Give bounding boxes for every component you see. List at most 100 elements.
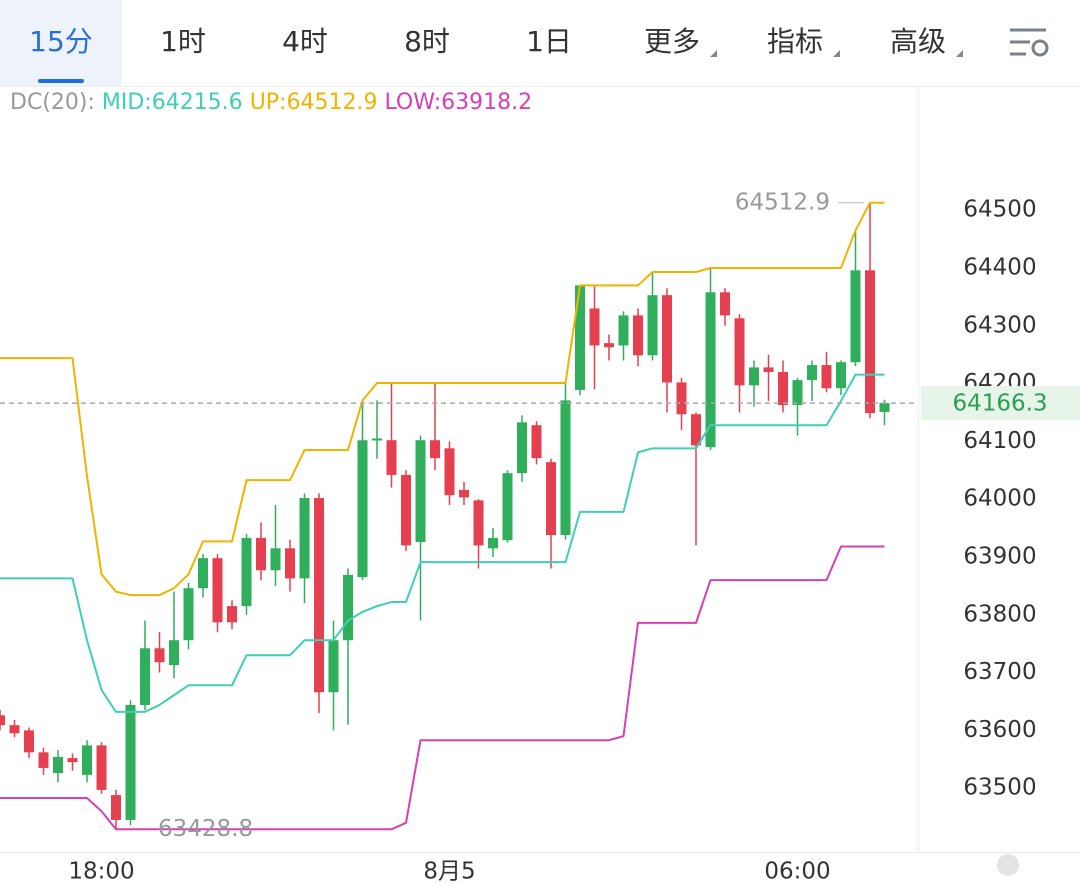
candle-body — [343, 574, 353, 641]
candle-body — [24, 730, 34, 753]
candle-body — [517, 422, 527, 474]
legend-low: LOW:63918.2 — [384, 90, 532, 115]
candle-body — [473, 500, 484, 546]
candle-body — [618, 315, 629, 346]
candle-body — [96, 745, 107, 790]
candle-body — [691, 414, 701, 446]
candle-body — [372, 438, 382, 441]
indicator-line — [0, 545, 885, 831]
y-tick-label: 63600 — [963, 717, 1036, 743]
tab[interactable]: 更多 — [644, 25, 700, 58]
x-tick-label: 8月5 — [423, 859, 475, 885]
logo — [997, 854, 1019, 876]
y-tick-label: 63800 — [963, 601, 1036, 627]
candle-body — [488, 537, 498, 549]
y-tick-label: 64400 — [963, 255, 1036, 281]
candle-body — [720, 292, 730, 316]
plot: 6350063600637006380063900640006410064200… — [0, 189, 1080, 885]
settings-icon[interactable] — [1010, 28, 1049, 57]
low-label: 63428.8 — [158, 816, 253, 842]
tab[interactable]: 指标 — [767, 25, 823, 58]
y-tick-label: 63700 — [963, 659, 1036, 685]
candle-body — [676, 382, 687, 415]
dropdown-caret — [956, 50, 963, 57]
candle-body — [575, 285, 585, 390]
candle-body — [256, 537, 266, 571]
candle-body — [67, 758, 78, 763]
legend-up: UP:64512.9 — [250, 90, 378, 115]
candle-body — [212, 558, 223, 623]
candle-body — [140, 648, 150, 705]
candle-body — [111, 795, 121, 820]
candle-body — [560, 400, 571, 536]
indicator-legend: DC(20): MID:64215.6 UP:64512.9 LOW:63918… — [10, 90, 532, 115]
active-tab-bg — [0, 0, 122, 86]
candle-body — [299, 498, 310, 579]
candle-body — [792, 380, 803, 405]
y-tick-label: 63900 — [963, 543, 1036, 569]
candle-body — [734, 318, 745, 386]
candle-body — [821, 365, 832, 389]
candle-body — [183, 588, 194, 641]
candle-body — [778, 372, 788, 405]
indicator-label: DC(20): — [10, 90, 95, 115]
y-tick-label: 64300 — [963, 312, 1036, 338]
candle-body — [0, 715, 5, 726]
tab[interactable]: 1日 — [526, 25, 572, 58]
candle-body — [705, 292, 716, 448]
candle-body — [430, 440, 440, 459]
candle-body — [604, 343, 614, 348]
candle-body — [154, 648, 165, 663]
candle-body — [879, 403, 890, 412]
candle-body — [357, 440, 368, 578]
dropdown-caret — [710, 50, 717, 57]
tab[interactable]: 15分 — [29, 25, 93, 58]
tab[interactable]: 高级 — [890, 25, 946, 58]
candle-body — [459, 489, 469, 498]
candle-body — [314, 498, 324, 693]
y-tick-label: 64500 — [963, 197, 1036, 223]
active-tab-underline — [38, 79, 84, 83]
candle-body — [836, 362, 846, 389]
candle-body — [546, 462, 556, 536]
y-tick-label: 63500 — [963, 775, 1036, 801]
candle-body — [227, 606, 237, 623]
candle-body — [169, 640, 179, 666]
dropdown-caret — [833, 50, 840, 57]
candle-body — [444, 448, 455, 496]
x-tick-label: 06:00 — [764, 859, 830, 885]
x-tick-label: 18:00 — [68, 859, 134, 885]
candle-body — [241, 537, 252, 607]
candle-body — [662, 295, 672, 383]
candle-body — [415, 440, 426, 542]
candle-body — [285, 548, 295, 579]
candle-body — [53, 756, 63, 774]
price-tag — [921, 386, 1080, 421]
candle-body — [270, 548, 281, 571]
candle-body — [531, 425, 542, 459]
price-tag-label: 64166.3 — [952, 391, 1047, 417]
candle-body — [82, 745, 92, 775]
candle-body — [198, 558, 208, 589]
high-label: 64512.9 — [735, 189, 830, 215]
candle-body — [647, 295, 658, 356]
tab[interactable]: 4时 — [282, 25, 328, 58]
candle-body — [633, 315, 643, 356]
candle-body — [328, 640, 339, 693]
y-tick-label: 64100 — [963, 428, 1036, 454]
candle-body — [589, 308, 600, 346]
y-tick-label: 64000 — [963, 486, 1036, 512]
candle-body — [125, 704, 136, 820]
indicator-line — [0, 373, 885, 713]
candle-body — [38, 752, 49, 768]
candle-body — [386, 440, 397, 475]
indicator-line — [0, 201, 885, 597]
legend-mid: MID:64215.6 — [102, 90, 243, 115]
candle-body — [749, 367, 759, 386]
tab[interactable]: 8时 — [404, 25, 450, 58]
candle-body — [763, 367, 774, 373]
candle-body — [9, 725, 20, 734]
tab[interactable]: 1时 — [160, 25, 206, 58]
